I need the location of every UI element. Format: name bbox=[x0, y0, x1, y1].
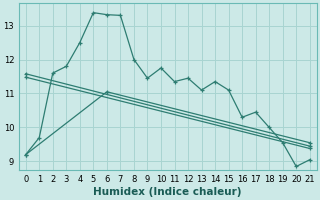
X-axis label: Humidex (Indice chaleur): Humidex (Indice chaleur) bbox=[93, 187, 242, 197]
